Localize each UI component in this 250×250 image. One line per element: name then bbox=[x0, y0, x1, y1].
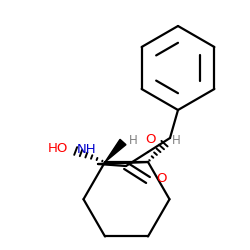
Polygon shape bbox=[105, 139, 126, 162]
Text: H: H bbox=[172, 134, 181, 147]
Text: NH: NH bbox=[76, 143, 96, 156]
Text: O: O bbox=[145, 133, 155, 146]
Text: O: O bbox=[156, 172, 166, 184]
Text: H: H bbox=[129, 134, 138, 147]
Text: HO: HO bbox=[48, 142, 68, 154]
